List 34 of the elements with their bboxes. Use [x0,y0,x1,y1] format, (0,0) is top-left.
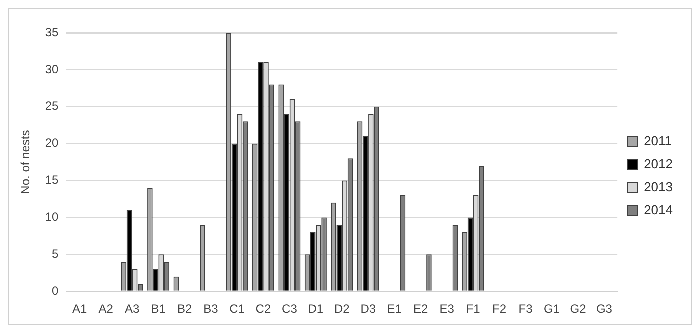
legend-label: 2013 [644,180,673,195]
legend-label: 2011 [644,134,672,149]
legend-label: 2014 [644,202,673,218]
x-tick-label: B3 [204,302,219,316]
x-tick-label: D3 [360,302,376,316]
y-tick-label: 25 [45,99,60,114]
x-tick-label: A2 [98,302,114,316]
x-tick-label: F1 [466,302,481,316]
x-tick-label: G2 [570,302,587,316]
x-tick-label: G3 [596,302,613,316]
x-tick-label: E1 [387,302,402,316]
y-axis-title: No. of nests [18,130,33,194]
y-tick-label: 5 [52,246,60,261]
y-tick-label: 0 [52,284,60,298]
x-tick-label: E3 [440,302,455,316]
x-tick-label: B2 [177,302,192,316]
y-tick-label: 10 [45,210,60,224]
x-tick-label: F3 [518,302,534,316]
y-tick-label: 35 [45,25,60,40]
x-tick-label: C3 [282,302,298,316]
x-tick-label: C1 [230,302,246,316]
x-tick-label: D1 [308,302,324,316]
x-tick-label: C2 [256,302,272,316]
x-tick-label: F2 [492,302,507,316]
y-tick-label: 30 [45,62,60,76]
x-tick-label: A3 [124,302,140,316]
y-tick-label: 15 [45,173,60,188]
x-tick-label: A1 [72,302,88,316]
legend-label: 2012 [644,156,673,172]
x-tick-label: B1 [151,302,166,316]
x-tick-label: G1 [544,302,560,316]
x-tick-label: E2 [414,302,429,316]
x-tick-label: D2 [334,302,350,316]
y-tick-label: 20 [45,136,60,150]
